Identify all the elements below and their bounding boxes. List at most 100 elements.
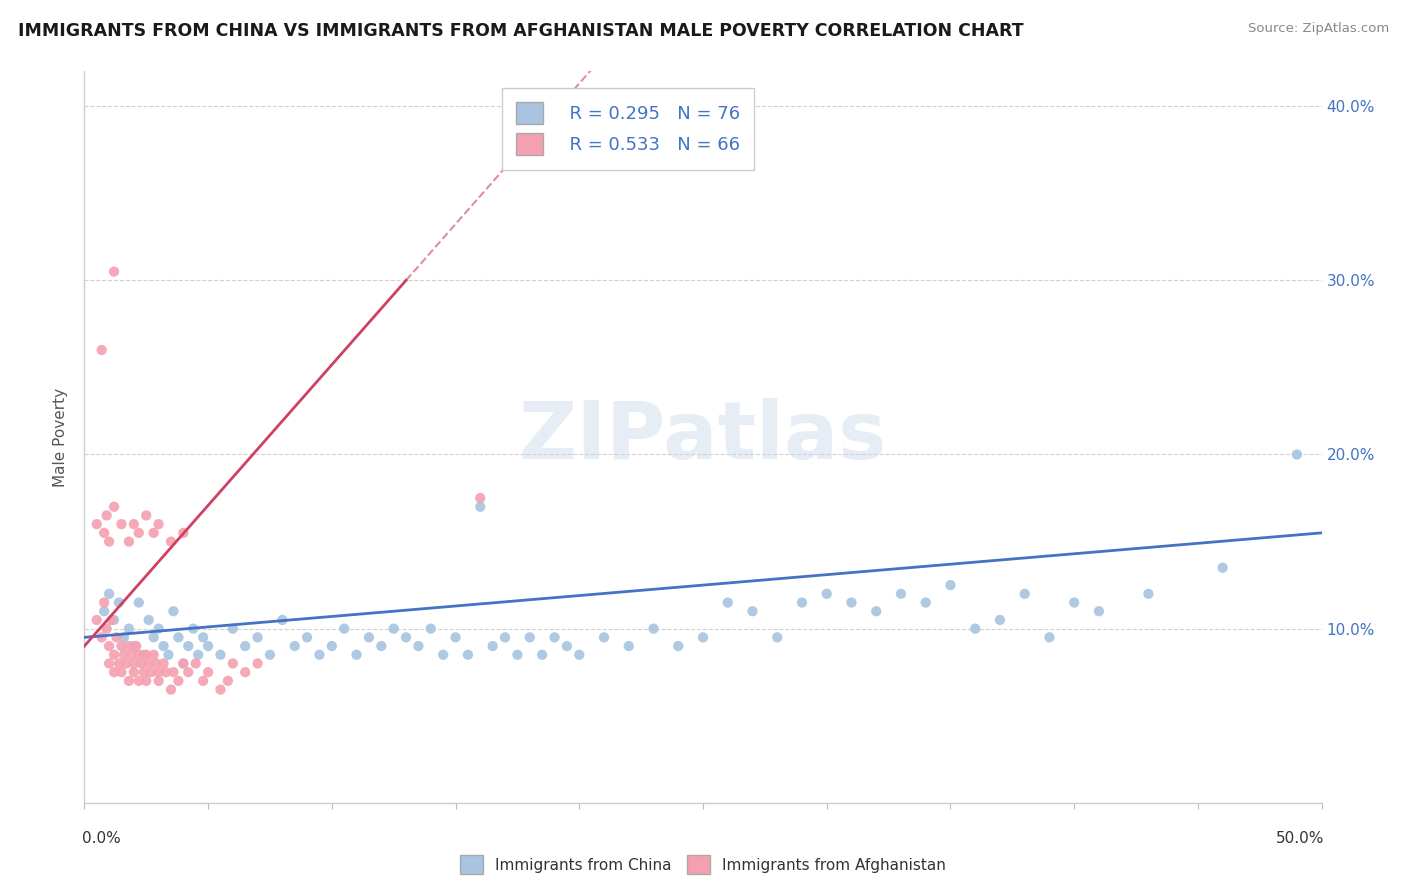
Point	[197, 665, 219, 680]
Point	[118, 673, 141, 688]
Point	[841, 595, 863, 609]
Point	[890, 587, 912, 601]
Point	[152, 657, 174, 671]
Point	[103, 665, 125, 680]
Point	[395, 631, 418, 645]
Point	[103, 500, 125, 514]
Point	[172, 657, 194, 671]
Point	[568, 648, 591, 662]
Point	[138, 613, 160, 627]
Legend: Immigrants from China, Immigrants from Afghanistan: Immigrants from China, Immigrants from A…	[454, 849, 952, 880]
Point	[98, 534, 121, 549]
Point	[308, 648, 330, 662]
Point	[643, 622, 665, 636]
Point	[93, 604, 115, 618]
Point	[209, 682, 232, 697]
Point	[157, 648, 180, 662]
Point	[142, 648, 165, 662]
Point	[432, 648, 454, 662]
Point	[593, 631, 616, 645]
Point	[172, 525, 194, 540]
Point	[382, 622, 405, 636]
Point	[1014, 587, 1036, 601]
Point	[357, 631, 380, 645]
Point	[259, 648, 281, 662]
Point	[118, 639, 141, 653]
Point	[86, 517, 108, 532]
Point	[96, 622, 118, 636]
Point	[96, 508, 118, 523]
Point	[118, 622, 141, 636]
Point	[965, 622, 987, 636]
Point	[333, 622, 356, 636]
Point	[108, 657, 131, 671]
Point	[141, 665, 163, 680]
Point	[142, 525, 165, 540]
Point	[148, 673, 170, 688]
Point	[172, 657, 194, 671]
Point	[125, 639, 148, 653]
Point	[217, 673, 239, 688]
Point	[93, 525, 115, 540]
Point	[167, 631, 190, 645]
Point	[555, 639, 578, 653]
Point	[103, 265, 125, 279]
Point	[132, 648, 155, 662]
Point	[284, 639, 307, 653]
Point	[531, 648, 554, 662]
Point	[152, 639, 174, 653]
Point	[1038, 631, 1060, 645]
Point	[90, 343, 112, 357]
Point	[197, 639, 219, 653]
Point	[494, 631, 516, 645]
Point	[321, 639, 343, 653]
Point	[939, 578, 962, 592]
Point	[419, 622, 441, 636]
Point	[148, 622, 170, 636]
Point	[222, 657, 245, 671]
Point	[1063, 595, 1085, 609]
Point	[148, 517, 170, 532]
Point	[481, 639, 503, 653]
Point	[177, 665, 200, 680]
Point	[112, 648, 135, 662]
Point	[1285, 448, 1308, 462]
Point	[162, 665, 184, 680]
Point	[103, 613, 125, 627]
Point	[246, 631, 269, 645]
Point	[129, 657, 152, 671]
Point	[110, 665, 132, 680]
Point	[191, 631, 214, 645]
Point	[128, 525, 150, 540]
Point	[98, 639, 121, 653]
Point	[543, 631, 565, 645]
Point	[160, 682, 183, 697]
Point	[98, 587, 121, 601]
Point	[346, 648, 368, 662]
Point	[666, 639, 689, 653]
Text: IMMIGRANTS FROM CHINA VS IMMIGRANTS FROM AFGHANISTAN MALE POVERTY CORRELATION CH: IMMIGRANTS FROM CHINA VS IMMIGRANTS FROM…	[18, 22, 1024, 40]
Point	[105, 631, 128, 645]
Point	[122, 657, 145, 671]
Point	[135, 508, 157, 523]
Point	[444, 631, 467, 645]
Point	[177, 639, 200, 653]
Point	[110, 639, 132, 653]
Point	[184, 657, 207, 671]
Point	[1212, 560, 1234, 574]
Point	[408, 639, 430, 653]
Point	[98, 657, 121, 671]
Point	[90, 631, 112, 645]
Point	[108, 595, 131, 609]
Point	[160, 534, 183, 549]
Point	[457, 648, 479, 662]
Point	[295, 631, 318, 645]
Point	[1137, 587, 1160, 601]
Point	[155, 665, 177, 680]
Point	[115, 657, 138, 671]
Point	[914, 595, 936, 609]
Point	[233, 639, 256, 653]
Text: 50.0%: 50.0%	[1275, 831, 1324, 846]
Text: ZIPatlas: ZIPatlas	[519, 398, 887, 476]
Point	[122, 665, 145, 680]
